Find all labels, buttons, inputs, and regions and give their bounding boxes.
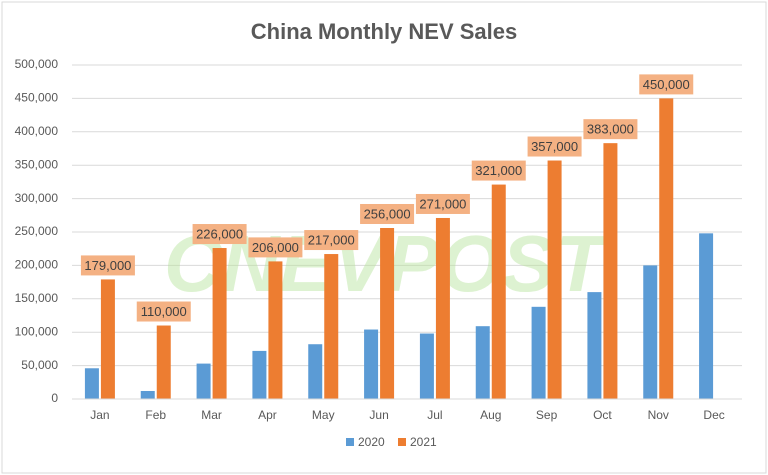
data-label: 217,000 (308, 232, 355, 247)
data-label: 450,000 (643, 77, 690, 92)
bar (308, 344, 323, 399)
legend-swatch (346, 438, 354, 446)
data-label: 383,000 (587, 122, 634, 137)
x-tick-label: Jun (369, 408, 388, 422)
x-tick-label: Jan (90, 408, 109, 422)
x-tick-label: Mar (201, 408, 222, 422)
data-label: 110,000 (141, 304, 187, 319)
data-label-box (248, 237, 303, 258)
chart-title: China Monthly NEV Sales (251, 19, 518, 44)
data-label: 321,000 (475, 163, 522, 178)
bar (435, 217, 450, 399)
x-tick-label: Nov (648, 408, 669, 422)
bar (419, 333, 434, 399)
data-label-box (304, 230, 359, 251)
y-tick-label: 100,000 (15, 324, 59, 338)
bar (659, 98, 674, 400)
data-label-box (415, 193, 470, 214)
bar (84, 368, 99, 399)
data-label: 206,000 (252, 240, 299, 255)
bar (324, 254, 339, 399)
y-tick-label: 0 (51, 391, 58, 405)
y-tick-label: 350,000 (15, 157, 59, 171)
bar (547, 160, 562, 399)
y-tick-label: 400,000 (15, 124, 59, 138)
y-tick-label: 500,000 (15, 57, 59, 71)
bar (699, 233, 714, 399)
x-tick-label: Feb (145, 408, 166, 422)
x-tick-label: Aug (480, 408, 501, 422)
data-label-box (136, 301, 191, 322)
bar (196, 363, 211, 399)
bar (140, 390, 155, 399)
bar (156, 325, 171, 399)
data-label-box (360, 203, 415, 224)
y-tick-label: 250,000 (15, 224, 59, 238)
bar (643, 265, 658, 399)
data-label-box (527, 136, 582, 157)
x-tick-label: Dec (703, 408, 724, 422)
legend-label: 2020 (358, 435, 385, 449)
data-label-box (471, 160, 526, 181)
data-label-box (639, 74, 694, 95)
data-label: 271,000 (419, 196, 466, 211)
bar (380, 227, 395, 399)
y-tick-label: 50,000 (21, 358, 58, 372)
x-tick-label: May (312, 408, 335, 422)
bar (531, 306, 546, 399)
legend-label: 2021 (410, 435, 437, 449)
data-label-box (80, 255, 135, 276)
bar (603, 143, 618, 399)
y-tick-label: 200,000 (15, 258, 59, 272)
bar (252, 350, 267, 399)
data-label: 256,000 (364, 206, 411, 221)
data-label: 357,000 (531, 139, 578, 154)
x-tick-label: Jul (427, 408, 442, 422)
data-label-box (192, 224, 247, 245)
bar (475, 326, 490, 399)
data-label-box (583, 119, 638, 140)
bar (587, 292, 602, 399)
x-tick-label: Oct (593, 408, 612, 422)
bar (491, 184, 506, 399)
data-label: 179,000 (84, 258, 131, 273)
x-tick-label: Sep (536, 408, 558, 422)
y-tick-label: 150,000 (15, 291, 59, 305)
y-tick-label: 300,000 (15, 191, 59, 205)
bar (364, 329, 379, 399)
bar (100, 279, 115, 399)
y-tick-label: 450,000 (15, 91, 59, 105)
bar (212, 248, 227, 399)
data-label: 226,000 (196, 226, 243, 241)
bar (268, 261, 283, 399)
legend-swatch (398, 438, 406, 446)
x-tick-label: Apr (258, 408, 277, 422)
